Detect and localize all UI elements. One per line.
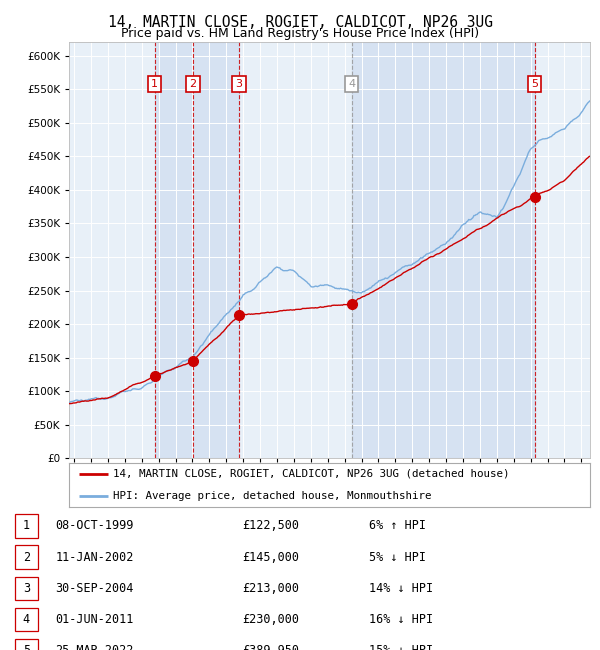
Text: 5% ↓ HPI: 5% ↓ HPI <box>369 551 426 564</box>
Text: 1: 1 <box>23 519 30 532</box>
Text: 2: 2 <box>190 79 197 89</box>
Text: £145,000: £145,000 <box>242 551 299 564</box>
Bar <box>155 42 239 458</box>
Text: HPI: Average price, detached house, Monmouthshire: HPI: Average price, detached house, Monm… <box>113 491 432 501</box>
FancyBboxPatch shape <box>15 545 38 569</box>
Text: 25-MAR-2022: 25-MAR-2022 <box>55 644 134 650</box>
Text: 16% ↓ HPI: 16% ↓ HPI <box>369 613 433 626</box>
Text: 14, MARTIN CLOSE, ROGIET, CALDICOT, NP26 3UG: 14, MARTIN CLOSE, ROGIET, CALDICOT, NP26… <box>107 15 493 30</box>
Text: £230,000: £230,000 <box>242 613 299 626</box>
Text: 11-JAN-2002: 11-JAN-2002 <box>55 551 134 564</box>
Text: 01-JUN-2011: 01-JUN-2011 <box>55 613 134 626</box>
Text: Price paid vs. HM Land Registry's House Price Index (HPI): Price paid vs. HM Land Registry's House … <box>121 27 479 40</box>
Text: 6% ↑ HPI: 6% ↑ HPI <box>369 519 426 532</box>
FancyBboxPatch shape <box>15 608 38 631</box>
Text: 2: 2 <box>23 551 30 564</box>
Text: 5: 5 <box>531 79 538 89</box>
Bar <box>352 42 535 458</box>
Text: 4: 4 <box>23 613 30 626</box>
Text: 1: 1 <box>151 79 158 89</box>
Text: 4: 4 <box>348 79 355 89</box>
FancyBboxPatch shape <box>15 514 38 538</box>
Text: 14, MARTIN CLOSE, ROGIET, CALDICOT, NP26 3UG (detached house): 14, MARTIN CLOSE, ROGIET, CALDICOT, NP26… <box>113 469 510 479</box>
Text: £389,950: £389,950 <box>242 644 299 650</box>
Text: £122,500: £122,500 <box>242 519 299 532</box>
Text: 3: 3 <box>235 79 242 89</box>
Text: 5: 5 <box>23 644 30 650</box>
Text: 30-SEP-2004: 30-SEP-2004 <box>55 582 134 595</box>
FancyBboxPatch shape <box>15 639 38 650</box>
FancyBboxPatch shape <box>15 577 38 600</box>
Text: 14% ↓ HPI: 14% ↓ HPI <box>369 582 433 595</box>
Text: 15% ↓ HPI: 15% ↓ HPI <box>369 644 433 650</box>
Text: 3: 3 <box>23 582 30 595</box>
Text: 08-OCT-1999: 08-OCT-1999 <box>55 519 134 532</box>
Text: £213,000: £213,000 <box>242 582 299 595</box>
